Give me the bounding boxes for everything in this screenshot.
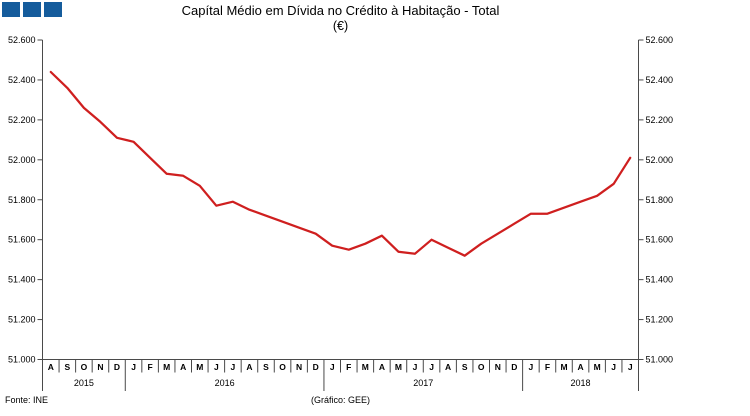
svg-text:J: J — [529, 362, 534, 372]
source-note: Fonte: INE — [5, 395, 49, 405]
svg-text:51.400: 51.400 — [8, 275, 36, 285]
svg-text:J: J — [611, 362, 616, 372]
svg-text:A: A — [246, 362, 252, 372]
svg-text:52.600: 52.600 — [646, 35, 674, 45]
chart-title: Capítal Médio em Dívida no Crédito à Hab… — [181, 3, 500, 18]
svg-text:N: N — [296, 362, 302, 372]
svg-text:51.000: 51.000 — [646, 355, 674, 365]
svg-text:51.000: 51.000 — [8, 355, 36, 365]
svg-text:J: J — [231, 362, 236, 372]
svg-text:2017: 2017 — [413, 378, 433, 388]
svg-text:A: A — [48, 362, 54, 372]
svg-text:N: N — [495, 362, 501, 372]
chart-unit-label: (€) — [332, 19, 349, 33]
svg-text:O: O — [279, 362, 286, 372]
svg-text:A: A — [445, 362, 451, 372]
svg-text:D: D — [511, 362, 517, 372]
logo-square-icon — [44, 2, 62, 17]
svg-text:51.800: 51.800 — [646, 195, 674, 205]
svg-text:J: J — [628, 362, 633, 372]
x-axis-labels: A S O N D J F M A M J J A S O N D J F M A M J J A S O N D J F M A M J J2015… — [42, 359, 639, 391]
svg-text:S: S — [462, 362, 468, 372]
svg-text:2015: 2015 — [74, 378, 94, 388]
svg-text:O: O — [81, 362, 88, 372]
svg-text:A: A — [379, 362, 385, 372]
svg-text:51.400: 51.400 — [646, 275, 674, 285]
svg-text:M: M — [560, 362, 567, 372]
svg-text:2018: 2018 — [571, 378, 591, 388]
credit-note: (Gráfico: GEE) — [310, 395, 370, 405]
title-block: Capítal Médio em Dívida no Crédito à Hab… — [42, 3, 639, 34]
svg-text:51.600: 51.600 — [8, 235, 36, 245]
svg-text:M: M — [395, 362, 402, 372]
svg-text:D: D — [114, 362, 120, 372]
svg-text:52.400: 52.400 — [646, 75, 674, 85]
logo-squares-icon — [2, 2, 62, 17]
svg-text:51.600: 51.600 — [646, 235, 674, 245]
svg-text:A: A — [577, 362, 583, 372]
svg-text:N: N — [97, 362, 103, 372]
svg-text:S: S — [263, 362, 269, 372]
svg-text:M: M — [163, 362, 170, 372]
y-axis-labels: 52.600 52.600 52.400 52.400 52.200 52.200 52.0… — [8, 35, 673, 365]
svg-text:51.200: 51.200 — [646, 315, 674, 325]
svg-text:51.800: 51.800 — [8, 195, 36, 205]
svg-text:F: F — [148, 362, 153, 372]
logo-square-icon — [2, 2, 20, 17]
svg-text:51.200: 51.200 — [8, 315, 36, 325]
svg-text:52.200: 52.200 — [646, 115, 674, 125]
svg-text:F: F — [545, 362, 550, 372]
svg-text:A: A — [180, 362, 186, 372]
svg-text:M: M — [594, 362, 601, 372]
svg-text:J: J — [429, 362, 434, 372]
svg-text:J: J — [131, 362, 136, 372]
svg-text:52.600: 52.600 — [8, 35, 36, 45]
svg-text:J: J — [413, 362, 418, 372]
svg-text:52.400: 52.400 — [8, 75, 36, 85]
svg-text:J: J — [330, 362, 335, 372]
svg-text:F: F — [346, 362, 351, 372]
svg-text:2016: 2016 — [215, 378, 235, 388]
svg-text:O: O — [478, 362, 485, 372]
svg-text:D: D — [313, 362, 319, 372]
data-line — [49, 70, 632, 257]
svg-text:S: S — [64, 362, 70, 372]
svg-text:J: J — [214, 362, 219, 372]
axes — [42, 40, 639, 360]
svg-text:52.000: 52.000 — [646, 155, 674, 165]
svg-text:M: M — [362, 362, 369, 372]
svg-text:M: M — [196, 362, 203, 372]
svg-text:52.000: 52.000 — [8, 155, 36, 165]
svg-text:52.200: 52.200 — [8, 115, 36, 125]
logo-square-icon — [23, 2, 41, 17]
